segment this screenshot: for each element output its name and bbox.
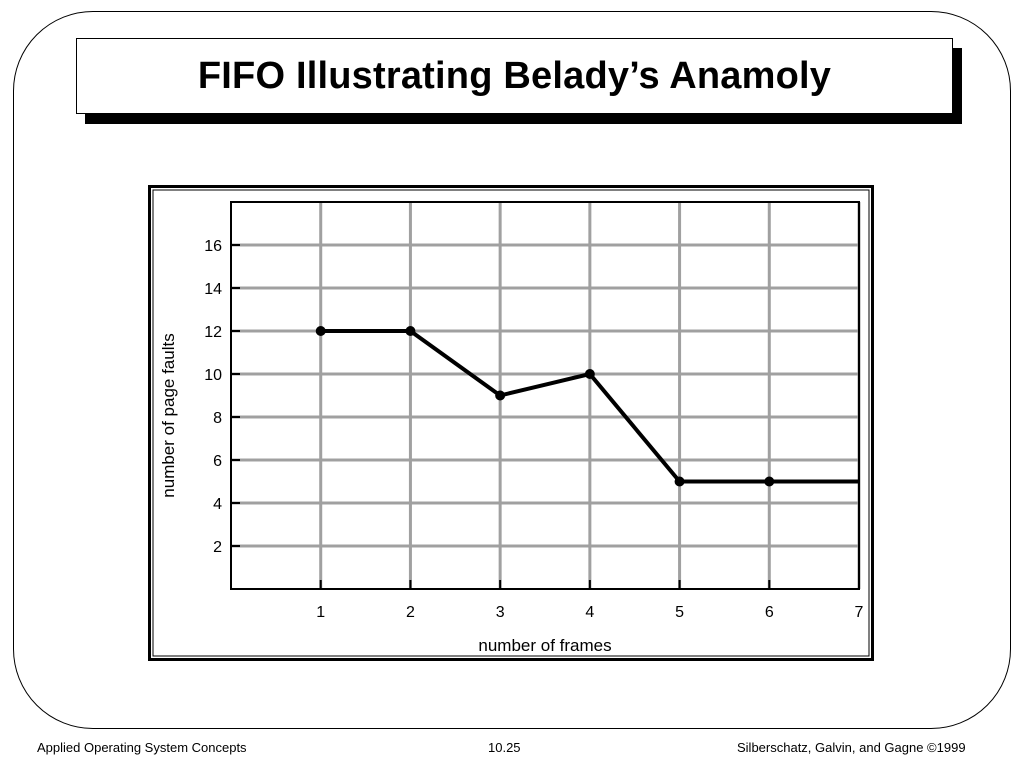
- chart: 2 4 6 8 10 12 14 16 1 2 3 4 5 6 7 number of frames num…: [148, 185, 874, 661]
- y-tick-label: 6: [213, 453, 222, 470]
- chart-inner-frame: [152, 189, 870, 657]
- x-tick-label: 6: [765, 604, 774, 621]
- x-axis-label: number of frames: [478, 636, 611, 655]
- plot-area-border: [230, 201, 860, 590]
- x-tick-label: 7: [855, 604, 864, 621]
- y-tick-label: 4: [213, 496, 222, 513]
- title-box: FIFO Illustrating Belady’s Anamoly: [76, 38, 953, 114]
- x-tick-label: 1: [316, 604, 325, 621]
- x-tick-label: 5: [675, 604, 684, 621]
- x-tick-label: 4: [585, 604, 594, 621]
- slide-frame: [13, 11, 1011, 729]
- chart-outer-frame: [148, 185, 874, 661]
- y-tick-label: 14: [204, 281, 222, 298]
- data-point: [674, 476, 685, 487]
- tick-marks: [231, 244, 860, 589]
- y-tick-label: 2: [213, 539, 222, 556]
- footer-page-number: 10.25: [488, 740, 521, 755]
- series: [315, 326, 859, 487]
- data-point: [584, 369, 595, 379]
- data-point: [495, 390, 506, 401]
- y-tick-label: 10: [204, 367, 222, 384]
- x-tick-label: 2: [406, 604, 415, 621]
- data-point: [315, 326, 326, 336]
- y-axis-label: number of page faults: [159, 333, 178, 497]
- y-tick-label: 16: [204, 238, 222, 255]
- slide-title: FIFO Illustrating Belady’s Anamoly: [197, 54, 832, 97]
- data-point: [405, 326, 416, 336]
- footer-copyright: Silberschatz, Galvin, and Gagne ©1999: [737, 740, 966, 755]
- x-tick-label: 3: [496, 604, 505, 621]
- y-tick-label: 8: [213, 410, 222, 427]
- footer-course-title: Applied Operating System Concepts: [37, 740, 247, 755]
- y-tick-label: 12: [204, 324, 222, 341]
- data-point: [764, 476, 775, 487]
